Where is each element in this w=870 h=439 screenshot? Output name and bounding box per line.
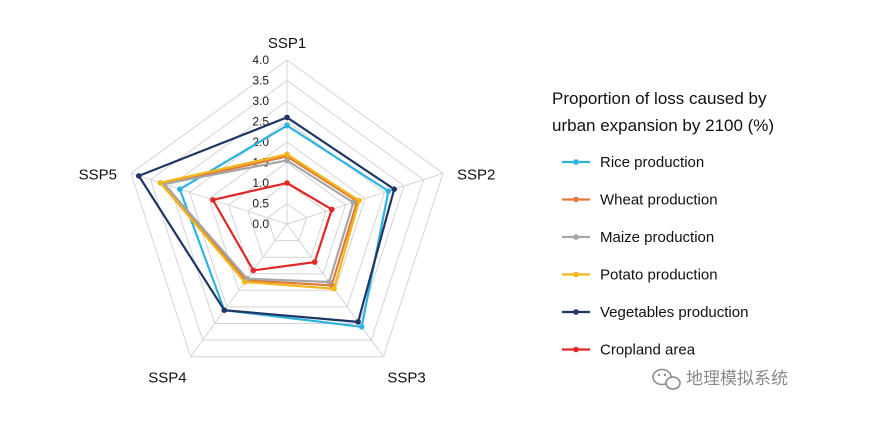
axis-label-ssp3: SSP3 bbox=[387, 370, 425, 387]
data-point-rice-production-ssp1 bbox=[284, 122, 290, 129]
data-point-cropland-area-ssp1 bbox=[284, 180, 290, 186]
data-point-rice-production-ssp3 bbox=[358, 324, 365, 330]
data-point-rice-production-ssp5 bbox=[177, 186, 183, 192]
data-point-potato-production-ssp2 bbox=[356, 197, 362, 204]
tick-label: 3.0 bbox=[252, 94, 269, 108]
legend-swatch-marker bbox=[573, 346, 579, 353]
legend-label: Cropland area bbox=[600, 342, 696, 359]
grid-ring-4 bbox=[208, 141, 366, 291]
axis-label-ssp4: SSP4 bbox=[148, 370, 186, 387]
legend-swatch-marker bbox=[573, 234, 579, 240]
grid-ring-2 bbox=[247, 182, 327, 258]
grid-ring-6 bbox=[169, 100, 405, 324]
radar-grid bbox=[130, 59, 444, 358]
legend-item-potato-production: Potato production bbox=[562, 267, 718, 284]
legend-swatch-marker bbox=[573, 196, 579, 203]
grid-ring-3 bbox=[227, 161, 347, 275]
data-point-cropland-area-ssp5 bbox=[210, 197, 216, 203]
data-point-potato-production-ssp5 bbox=[157, 180, 164, 186]
tick-label: 4.0 bbox=[252, 53, 269, 67]
axis-label-ssp5: SSP5 bbox=[79, 166, 117, 183]
data-point-maize-production-ssp2 bbox=[350, 199, 357, 206]
axis-label-ssp1: SSP1 bbox=[268, 35, 306, 52]
tick-label: 3.5 bbox=[252, 74, 269, 88]
series-line-cropland-area bbox=[211, 181, 334, 272]
legend-title-line-2: urban expansion by 2100 (%) bbox=[552, 116, 774, 135]
watermark-text: 地理模拟系统 bbox=[686, 369, 788, 388]
data-point-potato-production-ssp3 bbox=[331, 285, 337, 292]
wechat-icon bbox=[652, 368, 681, 390]
data-point-potato-production-ssp1 bbox=[284, 151, 290, 158]
tick-label: 1.0 bbox=[252, 176, 269, 190]
series-line-potato-production bbox=[158, 153, 361, 290]
series-layer bbox=[136, 114, 398, 330]
series-vegetables-production bbox=[136, 114, 398, 325]
axis-labels: SSP1 SSP2 SSP3 SSP4 SSP5 bbox=[79, 35, 496, 387]
watermark: 地理模拟系统 bbox=[652, 368, 788, 390]
tick-label: 0.5 bbox=[252, 197, 269, 211]
legend-label: Potato production bbox=[600, 267, 718, 284]
legend-title-line-1: Proportion of loss caused by bbox=[552, 89, 767, 108]
data-point-vegetables-production-ssp5 bbox=[136, 173, 142, 179]
data-point-cropland-area-ssp3 bbox=[311, 259, 318, 265]
legend: Proportion of loss caused by urban expan… bbox=[552, 89, 774, 359]
legend-swatch-marker bbox=[573, 271, 579, 278]
data-point-rice-production-ssp2 bbox=[385, 188, 392, 194]
spoke-ssp5 bbox=[130, 172, 288, 225]
spoke-ssp4 bbox=[190, 223, 288, 357]
data-point-vegetables-production-ssp2 bbox=[391, 186, 398, 192]
data-point-vegetables-production-ssp1 bbox=[284, 114, 290, 121]
legend-label: Wheat production bbox=[600, 192, 718, 209]
data-point-maize-production-ssp1 bbox=[284, 157, 290, 164]
data-point-cropland-area-ssp4 bbox=[250, 267, 257, 274]
legend-item-cropland-area: Cropland area bbox=[562, 342, 696, 359]
series-line-maize-production bbox=[162, 159, 355, 284]
legend-items: Rice production Wheat production Maize pro… bbox=[562, 154, 748, 359]
data-point-vegetables-production-ssp4 bbox=[221, 307, 228, 314]
grid-ring-1 bbox=[266, 202, 308, 242]
legend-swatch-marker bbox=[573, 309, 579, 315]
legend-label: Vegetables production bbox=[600, 304, 748, 321]
legend-label: Maize production bbox=[600, 229, 714, 246]
legend-item-rice-production: Rice production bbox=[562, 154, 704, 171]
series-potato-production bbox=[157, 151, 362, 292]
spoke-ssp2 bbox=[286, 172, 444, 225]
data-point-potato-production-ssp4 bbox=[242, 279, 248, 285]
series-cropland-area bbox=[210, 180, 335, 274]
legend-item-maize-production: Maize production bbox=[562, 229, 714, 246]
legend-item-wheat-production: Wheat production bbox=[562, 192, 718, 209]
series-line-vegetables-production bbox=[137, 116, 396, 324]
axis-label-ssp2: SSP2 bbox=[457, 166, 495, 183]
data-point-vegetables-production-ssp3 bbox=[355, 319, 361, 325]
legend-label: Rice production bbox=[600, 154, 704, 171]
data-point-cropland-area-ssp2 bbox=[329, 206, 335, 213]
legend-item-vegetables-production: Vegetables production bbox=[562, 304, 748, 321]
tick-label: 0.0 bbox=[252, 217, 269, 231]
legend-swatch-marker bbox=[573, 159, 579, 165]
data-point-maize-production-ssp3 bbox=[326, 279, 333, 285]
grid-ring-5 bbox=[188, 120, 386, 308]
grid-ring-8 bbox=[130, 59, 444, 358]
